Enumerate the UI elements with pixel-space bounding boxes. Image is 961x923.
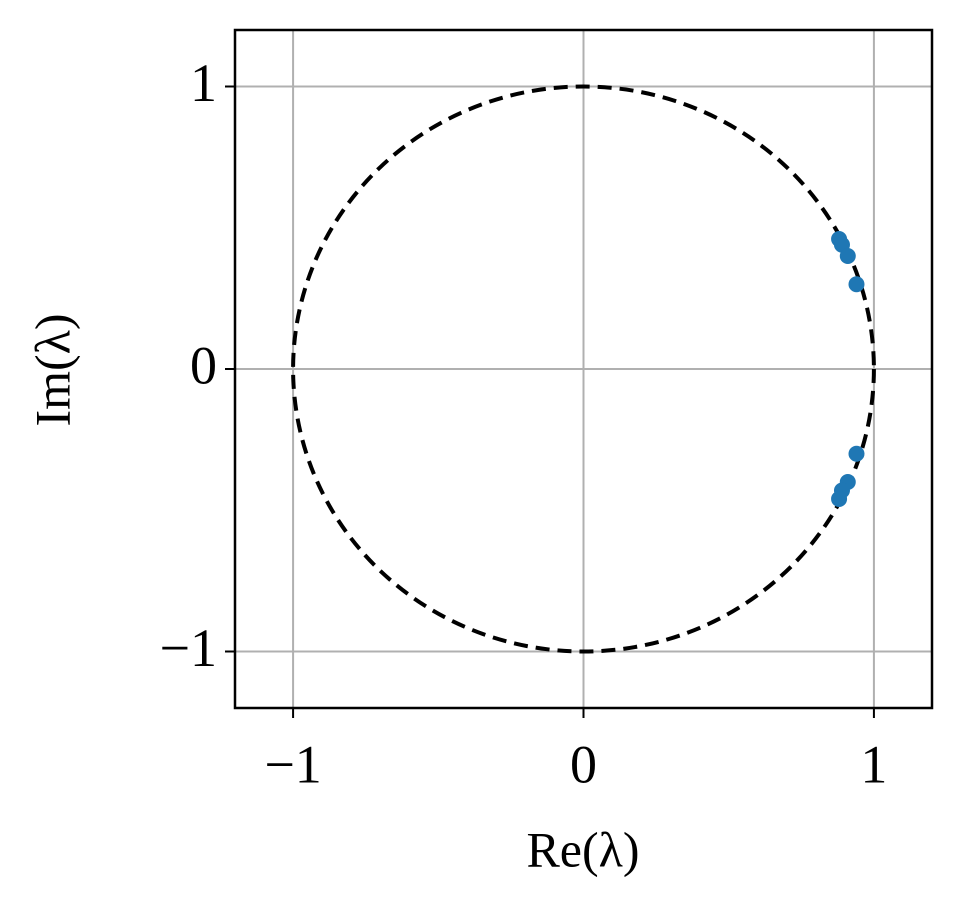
x-tick-label: −1 <box>264 734 321 794</box>
plot-frame <box>233 28 934 710</box>
x-axis-label: Re(λ) <box>526 821 639 877</box>
unit-circle <box>291 84 876 654</box>
point <box>848 445 865 462</box>
y-axis-label: Im(λ) <box>24 313 80 426</box>
point <box>839 248 856 264</box>
point <box>831 490 848 507</box>
y-tick-label: −1 <box>160 618 217 678</box>
x-tick-label: 0 <box>570 734 597 794</box>
y-tick-label: 1 <box>190 53 217 113</box>
y-tick-label: 0 <box>190 335 217 395</box>
point <box>848 276 865 293</box>
x-tick-label: 1 <box>860 734 887 794</box>
